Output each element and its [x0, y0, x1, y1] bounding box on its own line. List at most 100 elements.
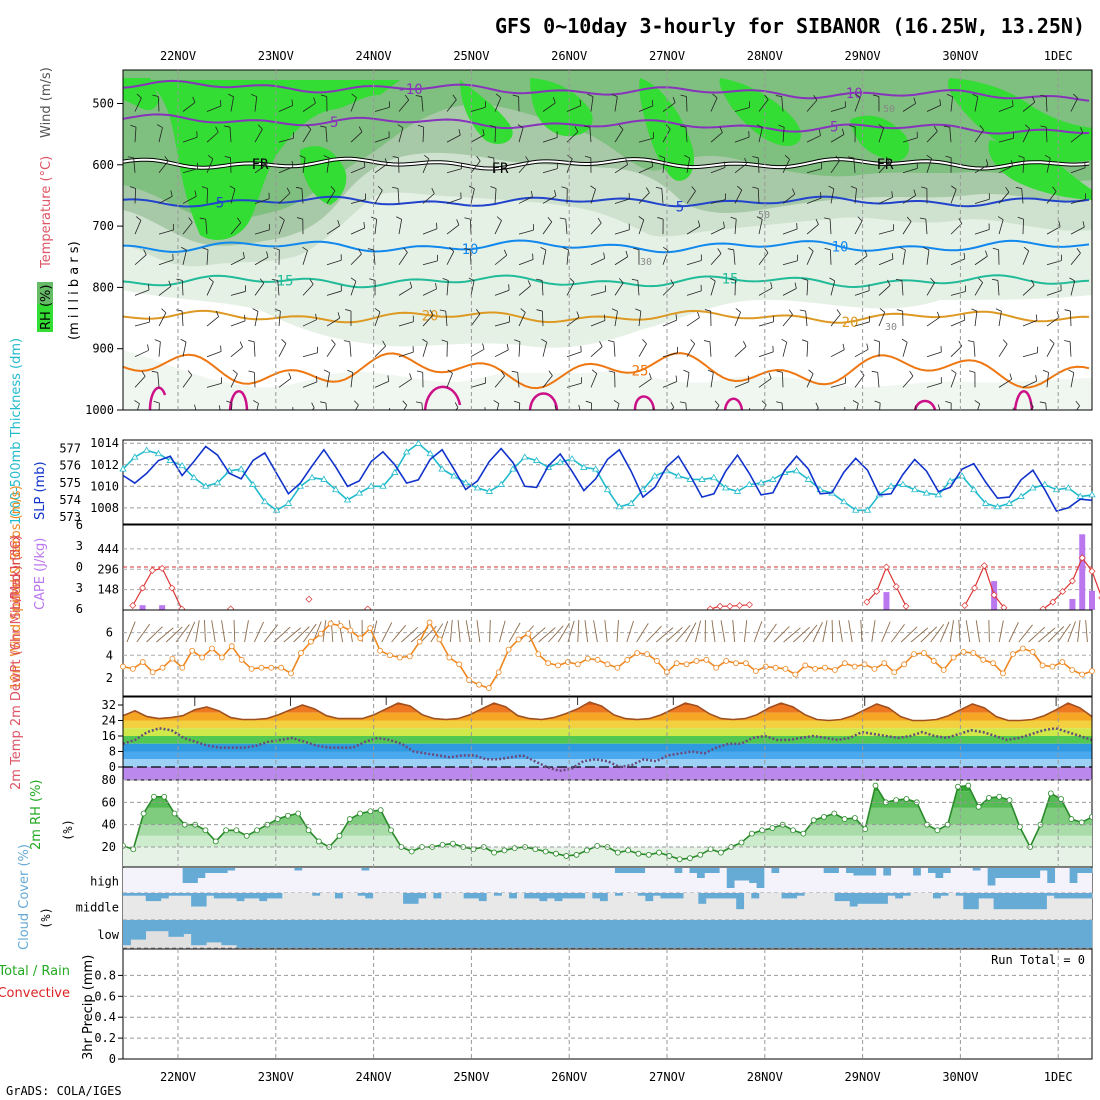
wind-speed-line-marker	[1069, 667, 1076, 673]
wind-barb-feather	[404, 94, 409, 101]
wind-barb	[273, 626, 291, 643]
cloud-bar	[365, 920, 374, 948]
svg-text:50: 50	[758, 210, 770, 221]
wind-barb	[496, 403, 500, 410]
wind-speed-line-marker	[871, 665, 878, 672]
wind-barb	[302, 129, 312, 143]
wind-speed-line-marker	[980, 656, 987, 663]
cloud-bar	[493, 920, 502, 948]
wind-speed-line-marker	[911, 651, 917, 658]
temp2m-ylabel: 2m Temp 2m DewPt (6hr Min/Max) (°C)	[9, 535, 24, 790]
wind-speed-line-marker	[347, 627, 354, 634]
wind-barb-feather	[752, 156, 759, 159]
cloud-bar	[554, 893, 563, 902]
rh2m-line-marker	[862, 826, 869, 833]
wind-barb	[878, 127, 885, 143]
wind-barb-feather	[599, 341, 603, 347]
temperature-contour-label: -5	[822, 120, 839, 136]
lifted-index-marker	[1088, 567, 1096, 575]
wind-barb	[350, 372, 354, 388]
rh2m-line-marker	[553, 850, 559, 857]
cloud-bar	[880, 920, 888, 948]
wind-barb-feather	[415, 95, 422, 97]
cloud-bar	[1039, 920, 1047, 948]
wind-barb	[195, 620, 200, 643]
wind-barb-feather	[353, 400, 359, 406]
cloud-bar	[1016, 920, 1025, 948]
2m-temp-area	[123, 697, 1092, 773]
wind-barb-feather	[288, 372, 292, 379]
thickness-line-marker	[367, 482, 375, 489]
wind-barb	[782, 314, 793, 327]
wind-barb	[543, 411, 556, 418]
wind-barb-feather	[587, 93, 594, 98]
wind-barb-feather	[879, 308, 885, 313]
wind-speed-line-marker	[327, 620, 334, 627]
thickness-line-marker	[355, 489, 364, 496]
wind-barb-feather	[181, 246, 187, 251]
temp-ylabel: Temperature (°C)	[39, 156, 54, 269]
rh2m-line-marker	[821, 813, 827, 820]
wind-barb	[398, 252, 408, 265]
wind-barb	[998, 165, 1013, 174]
wind-barb-feather	[188, 217, 193, 223]
wind-barb-feather	[756, 216, 763, 220]
wind-barb-feather	[130, 124, 137, 128]
wind-barb	[638, 166, 653, 174]
wind-barb	[854, 375, 865, 388]
rh2m-line-marker	[388, 827, 394, 834]
wind-barb-feather	[842, 343, 845, 350]
wind-barb	[181, 311, 184, 327]
wind-barb	[494, 289, 510, 296]
wind-barb-feather	[625, 158, 628, 165]
wind-barb	[806, 168, 822, 174]
wind-barb-feather	[291, 99, 294, 106]
pressure-tick-label: 1000	[85, 403, 114, 417]
cloud-bar	[213, 893, 222, 899]
wind-barb	[732, 620, 736, 643]
cloud-bar	[1008, 893, 1017, 910]
wind-barb-feather	[788, 309, 793, 315]
cloud-bar	[652, 893, 661, 896]
cloud-bar	[228, 920, 237, 946]
wind-barb	[675, 625, 691, 643]
thickness-line-marker	[213, 479, 222, 486]
cloud-bar	[660, 920, 669, 948]
wind-barb	[1046, 260, 1062, 266]
wind-barb	[542, 102, 556, 112]
top-date-label: 30NOV	[942, 49, 978, 63]
wind-barb	[854, 255, 868, 266]
wind-barb-feather	[343, 340, 350, 343]
rh2m-line-marker	[151, 793, 157, 800]
wind-barb	[206, 281, 214, 296]
thickness-line-marker	[473, 484, 482, 491]
wind-barb	[998, 105, 1014, 112]
cloud-bar	[168, 920, 177, 937]
wind-barb	[950, 189, 957, 204]
wind-barb-feather	[363, 222, 366, 229]
wind-barb	[900, 626, 918, 643]
wind-speed-line-marker	[703, 656, 710, 663]
wind-barb-feather	[527, 280, 531, 286]
wind-barb	[398, 351, 414, 358]
wind-barb	[949, 127, 952, 143]
cloud-bar	[486, 920, 495, 948]
rh-tick-label: 40	[102, 818, 116, 832]
wind-barb	[614, 129, 624, 143]
wind-barb	[830, 134, 845, 143]
thickness-line-marker	[580, 463, 588, 470]
wind-barb	[206, 249, 209, 265]
wind-barb	[157, 372, 160, 388]
wind-barb	[449, 620, 453, 643]
wind-barb-feather	[691, 186, 696, 192]
temperature-contour	[123, 239, 1090, 254]
wind-barb	[156, 627, 174, 643]
wind-barb-feather	[873, 339, 880, 343]
wind-barb-feather	[792, 188, 796, 195]
wind-barb-feather	[820, 192, 822, 199]
wind-barb-feather	[967, 340, 974, 343]
wind-barb-feather	[675, 375, 678, 382]
wind-barb	[566, 249, 569, 265]
wind-barb	[326, 343, 336, 357]
